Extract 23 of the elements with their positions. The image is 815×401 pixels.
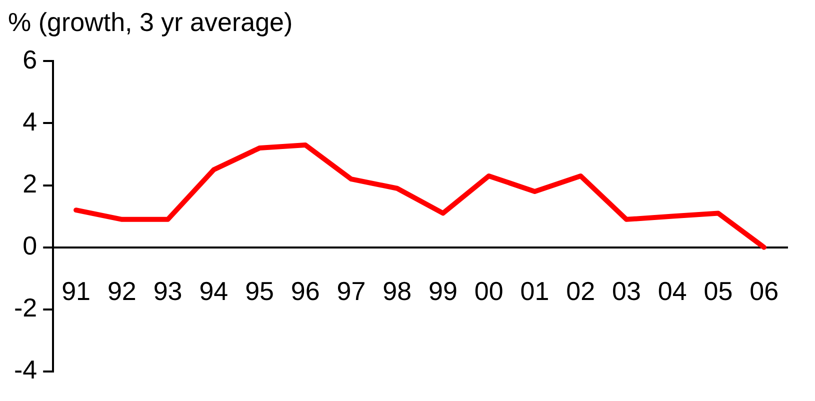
x-tick-label: 02	[566, 276, 596, 306]
x-tick-label: 03	[612, 276, 641, 306]
y-tick-label: -4	[14, 354, 38, 385]
x-tick-label: 93	[153, 276, 182, 306]
y-tick-label: 6	[22, 44, 38, 74]
y-tick-label: -2	[14, 292, 38, 323]
x-tick-label: 99	[428, 276, 458, 306]
x-tick-label: 92	[107, 276, 136, 306]
x-tick-label: 04	[658, 276, 687, 306]
x-tick-label: 98	[382, 276, 412, 306]
x-tick-label: 91	[62, 276, 91, 306]
y-axis-title: % (growth, 3 yr average)	[8, 6, 293, 37]
x-tick-label: 06	[750, 276, 779, 306]
y-tick-label: 2	[22, 168, 38, 198]
x-tick-label: 97	[336, 276, 366, 306]
x-tick-label: 96	[290, 276, 320, 306]
y-tick-label: 0	[22, 230, 38, 260]
x-tick-label: 01	[520, 276, 550, 306]
x-tick-label: 94	[199, 276, 228, 306]
x-tick-label: 00	[474, 276, 504, 306]
y-tick-label: 4	[22, 106, 38, 136]
x-tick-label: 95	[245, 276, 274, 306]
x-tick-label: 05	[704, 276, 733, 306]
